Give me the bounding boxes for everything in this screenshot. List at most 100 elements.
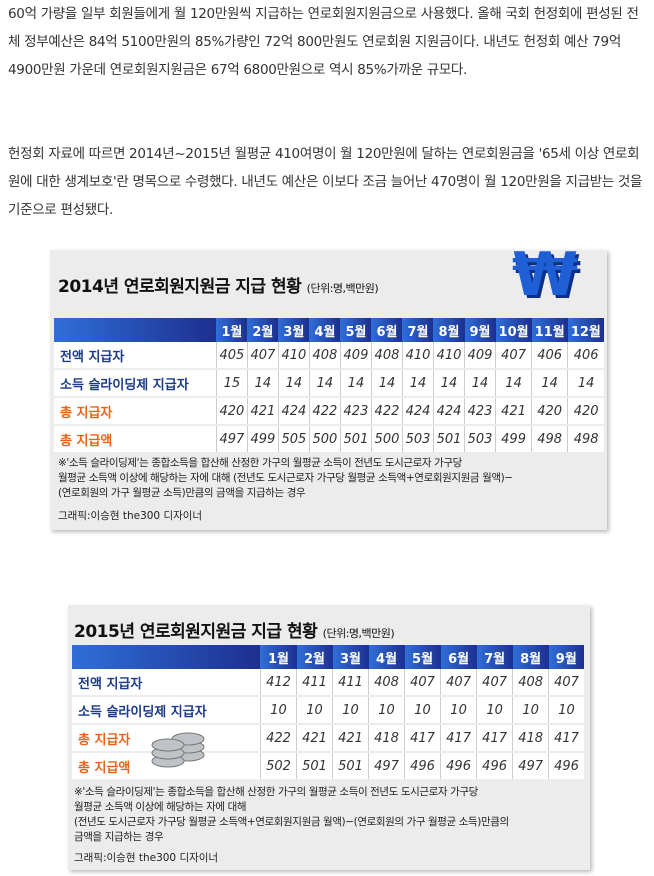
table-cell: 410 [432, 342, 465, 370]
table-cell: 497 [368, 752, 405, 781]
table-2015-panel: 2015년 연로회원지원금 지급 현황 (단위:명,백만원) 1월 2월 3월 4월 5… [68, 605, 590, 870]
table-cell: 496 [548, 752, 584, 781]
table-cell: 422 [259, 724, 297, 753]
table-cell: 421 [495, 397, 532, 426]
table-cell: 14 [246, 369, 279, 398]
table-cell: 405 [215, 342, 248, 370]
month-header: 4월 [368, 645, 405, 669]
coins-icon [151, 732, 205, 768]
table-cell: 14 [277, 369, 310, 398]
row-label: 전액 지급자 [54, 342, 217, 370]
month-header: 6월 [440, 645, 477, 669]
table-cell: 496 [440, 752, 477, 781]
table-cell: 407 [404, 669, 441, 697]
table-cell: 14 [531, 369, 568, 398]
table-cell: 407 [548, 669, 584, 697]
table-cell: 496 [476, 752, 513, 781]
table-cell: 496 [404, 752, 441, 781]
table-2014: 1월 2월 3월 4월 5월 6월 7월 8월 9월 10월 11월 12월 전액 지급자 405 407 4… [54, 318, 604, 454]
table-cell: 498 [567, 425, 604, 454]
table-cell: 410 [277, 342, 310, 370]
table-cell: 10 [259, 696, 297, 725]
table-cell: 420 [531, 397, 568, 426]
table-cell: 422 [308, 397, 341, 426]
month-header: 1월 [216, 318, 248, 342]
table-row: 소득 슬라이딩제 지급자 15 14 14 14 14 14 14 14 14 14 14 14 [54, 369, 604, 398]
table-cell: 10 [404, 696, 441, 725]
month-header: 3월 [332, 645, 369, 669]
month-header: 2월 [296, 645, 333, 669]
table-cell: 500 [370, 425, 403, 454]
table-cell: 423 [339, 397, 372, 426]
month-header: 9월 [464, 318, 496, 342]
table-cell: 421 [246, 397, 279, 426]
month-header: 4월 [309, 318, 341, 342]
table-cell: 408 [308, 342, 341, 370]
row-label: 총 지급액 [54, 425, 217, 454]
table-cell: 10 [368, 696, 405, 725]
month-header: 2월 [247, 318, 279, 342]
month-header: 7월 [476, 645, 513, 669]
row-label: 소득 슬라이딩제 지급자 [54, 369, 217, 398]
table-cell: 10 [512, 696, 549, 725]
table-cell: 500 [308, 425, 341, 454]
table-cell: 424 [277, 397, 310, 426]
month-header: 11월 [531, 318, 568, 342]
table-cell: 412 [259, 669, 297, 697]
row-label: 전액 지급자 [72, 669, 261, 697]
table-row: 총 지급자 422 421 421 418 417 417 417 418 417 [72, 724, 584, 753]
table-cell: 417 [548, 724, 584, 753]
table-cell: 424 [432, 397, 465, 426]
month-header: 5월 [340, 318, 372, 342]
table-row: 총 지급액 497 499 505 500 501 500 503 501 503 499 498 49… [54, 425, 604, 454]
table-cell: 501 [295, 752, 333, 781]
header-corner [72, 645, 261, 669]
table-cell: 502 [259, 752, 297, 781]
table-cell: 423 [463, 397, 496, 426]
table-cell: 10 [476, 696, 513, 725]
table-2014-panel: ₩ 2014년 연로회원지원금 지급 현황 (단위:명,백만원) 1월 2월 3월 4… [50, 240, 607, 530]
table-row: 총 지급액 502 501 501 497 496 496 496 497 496 [72, 752, 584, 781]
table-cell: 408 [368, 669, 405, 697]
table-row: 전액 지급자 412 411 411 408 407 407 407 408 407 [72, 669, 584, 697]
table-row: 총 지급자 420 421 424 422 423 422 424 424 423 421 420 42… [54, 397, 604, 426]
table-cell: 503 [463, 425, 496, 454]
table-cell: 408 [512, 669, 549, 697]
month-header: 8월 [433, 318, 465, 342]
table-cell: 14 [567, 369, 604, 398]
won-sign-icon: ₩ [512, 240, 579, 310]
table-cell: 417 [476, 724, 513, 753]
table-cell: 420 [567, 397, 604, 426]
table-cell: 14 [308, 369, 341, 398]
month-header: 12월 [567, 318, 604, 342]
table-cell: 14 [495, 369, 532, 398]
month-header: 10월 [495, 318, 532, 342]
table-cell: 411 [295, 669, 333, 697]
table-cell: 14 [401, 369, 434, 398]
table-cell: 14 [463, 369, 496, 398]
table-cell: 409 [463, 342, 496, 370]
table-title: 2015년 연로회원지원금 지급 현황 (단위:명,백만원) [74, 622, 395, 642]
table-cell: 503 [401, 425, 434, 454]
table-cell: 10 [332, 696, 369, 725]
table-cell: 497 [215, 425, 248, 454]
month-header: 7월 [402, 318, 434, 342]
table-cell: 420 [215, 397, 248, 426]
table-cell: 418 [368, 724, 405, 753]
table-cell: 411 [332, 669, 369, 697]
header-row: 1월 2월 3월 4월 5월 6월 7월 8월 9월 10월 11월 12월 [54, 318, 604, 342]
table-cell: 407 [246, 342, 279, 370]
table-cell: 499 [495, 425, 532, 454]
table-cell: 499 [246, 425, 279, 454]
table-title: 2014년 연로회원지원금 지급 현황 (단위:명,백만원) [58, 277, 379, 297]
table-cell: 10 [295, 696, 333, 725]
month-header: 3월 [278, 318, 310, 342]
month-header: 5월 [404, 645, 441, 669]
month-header: 8월 [512, 645, 549, 669]
table-cell: 497 [512, 752, 549, 781]
row-label: 소득 슬라이딩제 지급자 [72, 696, 261, 725]
table-cell: 410 [401, 342, 434, 370]
table-cell: 501 [339, 425, 372, 454]
table-cell: 407 [495, 342, 532, 370]
table-row: 소득 슬라이딩제 지급자 10 10 10 10 10 10 10 10 10 [72, 696, 584, 725]
